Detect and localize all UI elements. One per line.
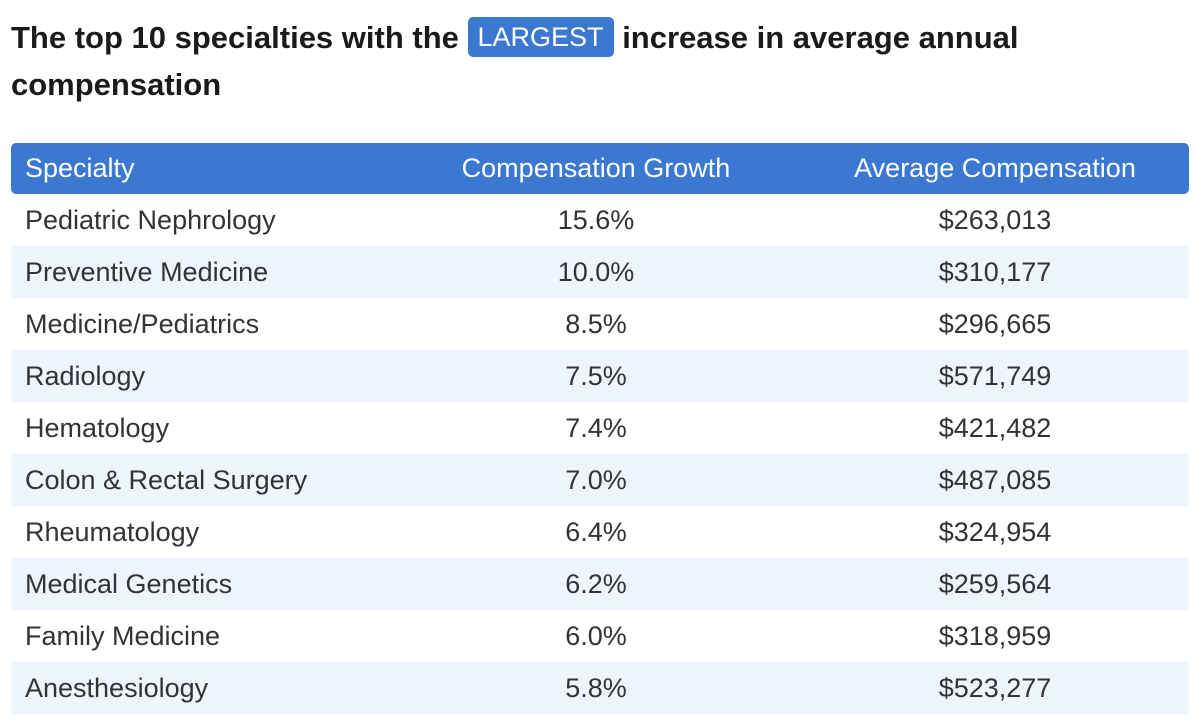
growth-cell: 7.0% [565,464,627,495]
table-header: Specialty Compensation Growth Average Co… [11,143,1189,194]
growth-cell: 10.0% [557,256,635,287]
specialty-cell: Preventive Medicine [25,256,269,287]
growth-cell: 6.4% [565,516,627,547]
specialty-cell: Medical Genetics [25,568,233,599]
average-compensation-cell: $571,749 [938,360,1052,391]
average-compensation-cell: $523,277 [938,672,1052,703]
specialty-cell: Colon & Rectal Surgery [25,464,308,495]
growth-cell: 6.2% [565,568,627,599]
specialty-cell: Family Medicine [25,620,221,651]
average-compensation-cell: $487,085 [938,464,1052,495]
table-row: Pediatric Nephrology 15.6% $263,013 [11,194,1189,246]
specialty-cell: Anesthesiology [25,672,209,703]
specialty-cell: Radiology [25,360,146,391]
table-body: Pediatric Nephrology 15.6% $263,013 Prevent… [11,194,1189,714]
specialty-cell: Pediatric Nephrology [25,204,276,235]
growth-cell: 8.5% [565,308,627,339]
table-row: Hematology 7.4% $421,482 [11,402,1189,454]
column-header-growth: Compensation Growth [461,153,731,183]
chart-title: The top 10 specialties with the LARGEST … [11,14,1171,108]
specialty-cell: Medicine/Pediatrics [25,308,260,339]
title-prefix: The top 10 specialties with the [11,20,459,55]
title-suffix: increase in average annual compensation [11,20,1019,102]
table-row: Rheumatology 6.4% $324,954 [11,506,1189,558]
table-row: Colon & Rectal Surgery 7.0% $487,085 [11,454,1189,506]
table-row: Preventive Medicine 10.0% $310,177 [11,246,1189,298]
table-row: Radiology 7.5% $571,749 [11,350,1189,402]
average-compensation-cell: $318,959 [938,620,1052,651]
growth-cell: 7.4% [565,412,627,443]
table-row: Medicine/Pediatrics 8.5% $296,665 [11,298,1189,350]
compensation-table: Specialty Compensation Growth Average Co… [11,143,1189,714]
table-row: Anesthesiology 5.8% $523,277 [11,662,1189,714]
column-header-specialty: Specialty [25,153,135,183]
average-compensation-cell: $296,665 [938,308,1052,339]
specialty-cell: Rheumatology [25,516,200,547]
specialty-cell: Hematology [25,412,170,443]
growth-cell: 6.0% [565,620,627,651]
growth-cell: 15.6% [557,204,635,235]
table-row: Medical Genetics 6.2% $259,564 [11,558,1189,610]
average-compensation-cell: $324,954 [938,516,1052,547]
title-highlight-badge: LARGEST [467,17,614,57]
table-row: Family Medicine 6.0% $318,959 [11,610,1189,662]
average-compensation-cell: $421,482 [938,412,1052,443]
growth-cell: 7.5% [565,360,627,391]
average-compensation-cell: $310,177 [938,256,1052,287]
average-compensation-cell: $259,564 [938,568,1052,599]
column-header-average-compensation: Average Compensation [854,153,1136,183]
average-compensation-cell: $263,013 [938,204,1052,235]
growth-cell: 5.8% [565,672,627,703]
